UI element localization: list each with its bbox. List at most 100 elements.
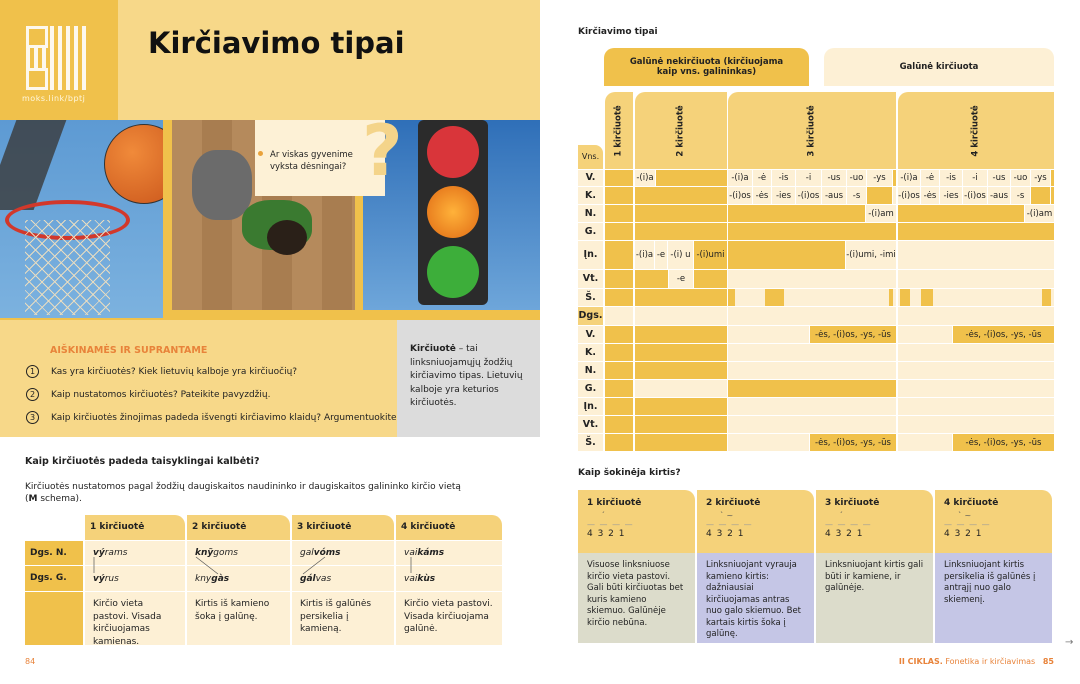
table-cell [898,205,1024,222]
definition-box [397,320,540,437]
basketball-photo [0,120,163,318]
table-cell [898,307,1054,325]
traffic-light-photo [363,120,540,310]
stressed-syllable: vóms [313,548,341,558]
item-text: Kaip nustatomos kirčiuotės? Pateikite pa… [51,389,271,400]
suffix-cell: -(i)umi [694,241,727,269]
column-header: 3 kirčiuotė [292,515,394,540]
table-cell [605,344,633,361]
table-cell [898,434,952,451]
card-text: Linksniuojant kirtis gali būti ir kamien… [816,553,933,643]
chapter-topic: Fonetika ir kirčiavimas [945,657,1036,666]
table-cell [728,344,896,361]
accent-mark-icon: ´ [839,511,843,520]
case-label: G. [578,223,603,240]
word-form: výrams [93,548,127,558]
suffix-cell: -ė [921,170,939,186]
table-cell [728,416,896,433]
stressed-syllable: vý [93,574,105,584]
definition-text: Kirčiuotė – tai linksniuojamųjų žodžių k… [410,343,530,411]
case-label: Vt. [578,416,603,433]
question-box [255,120,385,196]
question-text: Ar viskas gyvenime vyksta dėsningai? [270,150,353,172]
syllable: vas [315,574,332,584]
syllable: gal [300,548,314,558]
stressed-syllable: knỹ [195,548,214,558]
table-cell [635,205,727,222]
table-cell [898,398,1054,415]
table-cell [898,416,1054,433]
table-cell [728,289,735,306]
accent-mark-icon: ` ~ [958,511,972,520]
table-cell [921,289,933,306]
word-form: vaikáms [404,548,444,558]
table-cell [605,223,633,240]
table-cell [893,187,896,204]
accent-type-card: 3 kirčiuotė ´ — — — —4 3 2 1 Linksniuojant … [816,490,933,643]
card-header: 3 kirčiuotė ´ — — — —4 3 2 1 [816,490,933,553]
schema-letter: M [28,494,38,504]
table-cell [635,398,727,415]
suffix-cell: -ės [921,187,939,204]
arrow-icon [302,556,326,575]
item-text: Kaip kirčiuotės žinojimas padeda išvengt… [51,412,400,423]
syllable: vai [404,548,418,558]
card-header: 1 kirčiuotė ´ — — — —4 3 2 1 [578,490,695,553]
page-title: Kirčiavimo tipai [148,26,405,60]
syllable-dashes: — — — — [706,520,753,529]
table-cell [728,326,809,343]
number-label-plural: Dgs. [578,307,603,325]
column-header-text: 4 kirčiuotė [971,104,981,157]
suffix-cell: -ės [753,187,771,204]
qr-code-icon[interactable] [26,26,90,90]
stressed-syllable: gál [300,574,316,584]
card-title: 3 kirčiuotė [825,498,880,508]
left-page: moks.link/bptj Kirčiavimo tipai ? Ar vis… [0,0,540,666]
case-label: V. [578,170,603,186]
suffix-cell: -(i)os [898,187,920,204]
table-cell [605,270,633,288]
question-mark-decoration: ? [362,110,403,192]
definition-body: – tai linksniuojamųjų žodžių kirčiavimo … [410,344,523,408]
table-cell [635,326,727,343]
table-cell [1051,187,1054,204]
case-label: Įn. [578,241,603,269]
table-body [85,541,502,645]
row-label-empty [25,592,83,645]
suffix-cell: -(i) u [668,241,693,269]
word-form: galvóms [300,548,341,558]
table-cell [635,187,727,204]
suffix-cell: -(i)am [866,205,896,222]
section-heading: Kaip kirčiuotės padeda taisyklingai kalb… [25,456,260,467]
case-label: N. [578,362,603,379]
suffix-cell: -i [963,170,987,186]
stressed-syllable: kùs [417,574,436,584]
case-label: Vt. [578,270,603,288]
syllable: rus [104,574,119,584]
card-title: 2 kirčiuotė [706,498,761,508]
suffix-cell: -ies [940,187,962,204]
number-label-singular: Vns. [578,145,603,169]
chapter-label: II CIKLAS. [898,657,943,666]
table-cell [635,434,727,451]
table-cell [605,362,633,379]
table-cell [898,326,952,343]
table-cell [900,289,910,306]
syllable-numbers: 4 3 2 1 [944,529,983,539]
column-header: 2 kirčiuotė [635,92,727,169]
table-cell [889,289,893,306]
syllable-numbers: 4 3 2 1 [825,529,864,539]
table-cell [898,241,1054,269]
arrow-icon [195,556,219,575]
suffix-cell: -(i)a [635,170,655,186]
syllable-dashes: — — — — [587,520,634,529]
suffix-cell: -ys [1031,170,1050,186]
qr-link[interactable]: moks.link/bptj [22,94,86,103]
rule-description: Kirtis iš galūnės persikelia į kamieną. [300,599,372,634]
card-text: Linksniuojant kirtis persikelia iš galūn… [935,553,1052,643]
table-cell [898,223,1054,240]
table-cell [635,307,727,325]
table-cell [656,170,727,186]
table-cell [867,187,892,204]
table-cell [605,187,633,204]
